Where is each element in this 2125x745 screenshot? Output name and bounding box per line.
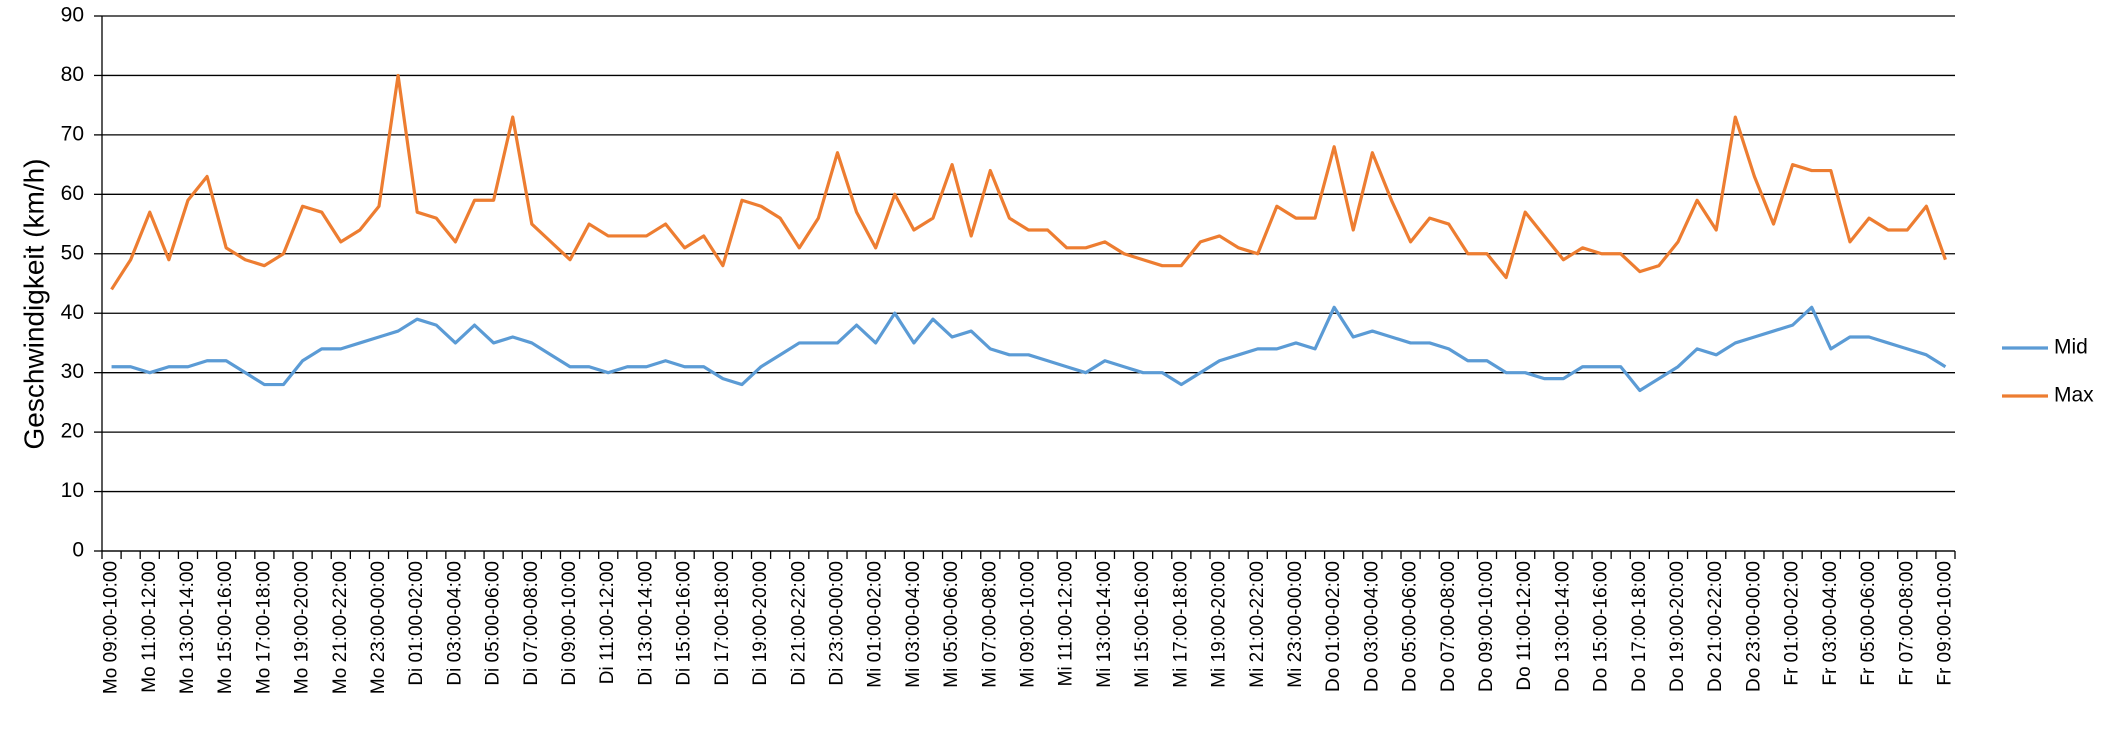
x-tick-label: Do 13:00-14:00 bbox=[1552, 561, 1573, 692]
x-tick-label: Do 09:00-10:00 bbox=[1476, 561, 1497, 692]
x-tick-label: Di 03:00-04:00 bbox=[444, 561, 465, 686]
x-tick-label: Fr 03:00-04:00 bbox=[1820, 561, 1841, 686]
x-tick-label: Mi 09:00-10:00 bbox=[1018, 561, 1039, 688]
x-tick-label: Do 15:00-16:00 bbox=[1591, 561, 1612, 692]
x-tick-label: Mi 13:00-14:00 bbox=[1094, 561, 1115, 688]
x-tick-label: Mi 15:00-16:00 bbox=[1132, 561, 1153, 688]
x-tick-label: Di 01:00-02:00 bbox=[406, 561, 427, 686]
y-tick-label: 80 bbox=[61, 63, 84, 86]
x-tick-label: Di 09:00-10:00 bbox=[559, 561, 580, 686]
x-tick-label: Mi 19:00-20:00 bbox=[1209, 561, 1230, 688]
x-tick-label: Mi 23:00-00:00 bbox=[1285, 561, 1306, 688]
y-axis-title: Geschwindigkeit (km/h) bbox=[18, 159, 49, 450]
x-tick-label: Mo 23:00-00:00 bbox=[368, 561, 389, 694]
x-tick-label: Mo 11:00-12:00 bbox=[139, 561, 160, 693]
x-tick-label: Di 05:00-06:00 bbox=[483, 561, 504, 686]
x-tick-label: Mo 21:00-22:00 bbox=[330, 561, 351, 694]
x-tick-label: Mi 07:00-08:00 bbox=[979, 561, 1000, 688]
x-tick-label: Di 23:00-00:00 bbox=[826, 561, 847, 686]
x-tick-label: Di 15:00-16:00 bbox=[674, 561, 695, 686]
y-tick-label: 30 bbox=[61, 360, 84, 383]
y-tick-label: 10 bbox=[61, 479, 84, 502]
x-tick-label: Do 01:00-02:00 bbox=[1323, 561, 1344, 692]
x-tick-label: Do 23:00-00:00 bbox=[1743, 561, 1764, 692]
legend-label: Mid bbox=[2054, 336, 2088, 359]
x-tick-label: Di 21:00-22:00 bbox=[788, 561, 809, 686]
x-tick-label: Fr 05:00-06:00 bbox=[1858, 561, 1879, 686]
x-tick-label: Mo 17:00-18:00 bbox=[253, 561, 274, 694]
y-tick-label: 70 bbox=[61, 122, 84, 145]
x-tick-label: Di 19:00-20:00 bbox=[750, 561, 771, 686]
x-tick-label: Di 07:00-08:00 bbox=[521, 561, 542, 686]
x-tick-label: Mo 19:00-20:00 bbox=[292, 561, 313, 694]
y-tick-label: 0 bbox=[72, 539, 84, 562]
x-tick-label: Fr 01:00-02:00 bbox=[1782, 561, 1803, 686]
x-tick-label: Mo 15:00-16:00 bbox=[215, 561, 236, 694]
x-tick-label: Di 13:00-14:00 bbox=[635, 561, 656, 686]
x-tick-label: Mi 21:00-22:00 bbox=[1247, 561, 1268, 688]
y-tick-label: 50 bbox=[61, 241, 84, 264]
y-tick-label: 60 bbox=[61, 182, 84, 205]
x-tick-label: Mi 11:00-12:00 bbox=[1056, 561, 1077, 686]
x-tick-label: Mo 09:00-10:00 bbox=[101, 561, 122, 694]
x-tick-label: Mo 13:00-14:00 bbox=[177, 561, 198, 694]
x-tick-label: Fr 09:00-10:00 bbox=[1934, 561, 1955, 686]
x-tick-label: Mi 05:00-06:00 bbox=[941, 561, 962, 688]
x-tick-label: Do 11:00-12:00 bbox=[1514, 561, 1535, 691]
legend-label: Max bbox=[2054, 384, 2094, 407]
x-tick-label: Mi 03:00-04:00 bbox=[903, 561, 924, 688]
x-tick-label: Mi 17:00-18:00 bbox=[1170, 561, 1191, 688]
x-tick-label: Do 05:00-06:00 bbox=[1400, 561, 1421, 692]
series-line bbox=[110, 73, 1947, 291]
x-tick-label: Di 11:00-12:00 bbox=[597, 561, 618, 684]
y-tick-label: 20 bbox=[61, 420, 84, 443]
x-tick-label: Do 19:00-20:00 bbox=[1667, 561, 1688, 692]
x-tick-label: Mi 01:00-02:00 bbox=[865, 561, 886, 688]
y-tick-label: 40 bbox=[61, 301, 84, 324]
x-tick-label: Do 07:00-08:00 bbox=[1438, 561, 1459, 692]
y-tick-label: 90 bbox=[61, 4, 84, 27]
x-tick-label: Do 03:00-04:00 bbox=[1361, 561, 1382, 692]
series-line bbox=[111, 305, 1947, 393]
x-tick-label: Do 17:00-18:00 bbox=[1629, 561, 1650, 692]
x-tick-label: Do 21:00-22:00 bbox=[1705, 561, 1726, 692]
x-tick-label: Di 17:00-18:00 bbox=[712, 561, 733, 686]
x-tick-label: Fr 07:00-08:00 bbox=[1896, 561, 1917, 686]
